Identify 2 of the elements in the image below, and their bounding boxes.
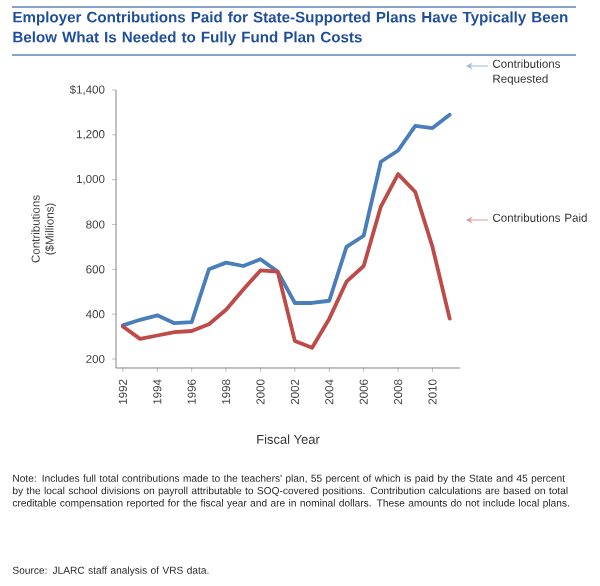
line-series bbox=[120, 112, 452, 328]
line-series bbox=[120, 172, 452, 350]
